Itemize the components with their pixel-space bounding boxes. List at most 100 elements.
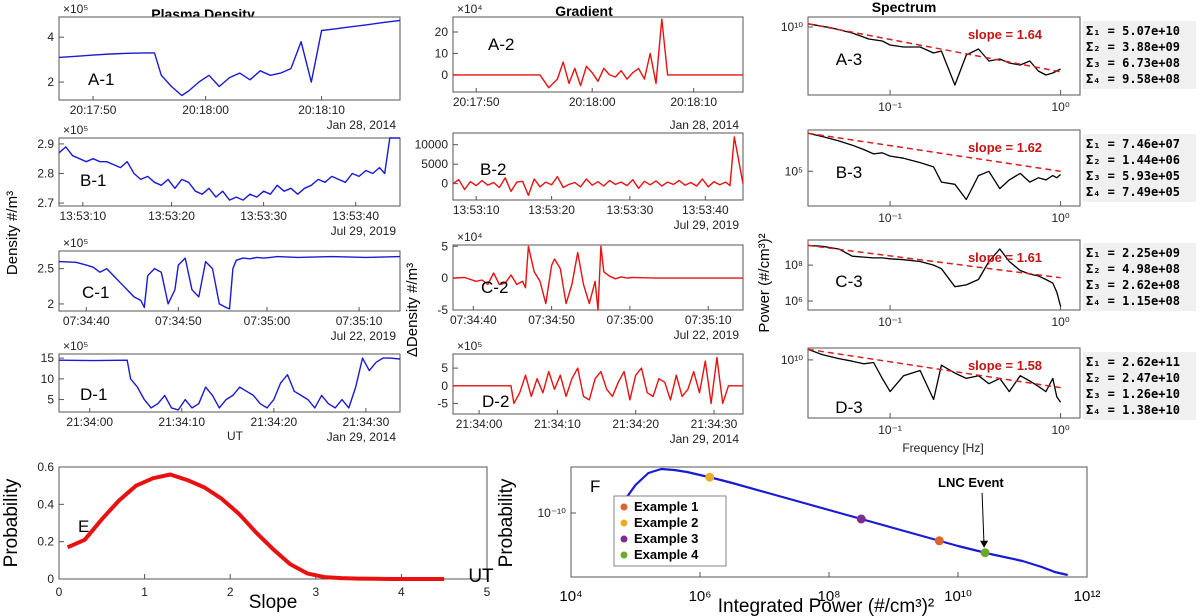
example-marker (934, 536, 944, 546)
y-tick-label: 0.4 (37, 497, 54, 511)
y-tick-label: 10000 (415, 138, 449, 152)
legend-entry: Example 3 (634, 531, 698, 546)
date-label: Jul 29, 2019 (674, 218, 740, 232)
x-tick-label: 21:34:00 (66, 415, 113, 429)
xlabel-integrated-power: Integrated Power (#/cm³)² (718, 596, 934, 616)
x-tick-label: 07:35:10 (685, 313, 732, 327)
axis-exponent: ×10⁵ (63, 123, 88, 137)
legend-swatch (620, 551, 628, 559)
x-tick-label: 10¹² (1074, 588, 1101, 605)
series-line (453, 18, 743, 89)
panel-label: D-3 (835, 398, 862, 417)
legend-entry: Example 4 (634, 547, 699, 562)
lnc-arrowhead (980, 540, 989, 548)
y-tick-label: 4 (47, 30, 54, 44)
sigma-value: Σ₁ = 5.07e+10 (1086, 24, 1180, 38)
sigma-value: Σ₁ = 2.25e+09 (1086, 246, 1180, 260)
date-label: Jan 28, 2014 (327, 118, 397, 132)
panel-label: B-1 (80, 171, 106, 190)
y-tick-label: 0 (441, 177, 448, 191)
panel-c3: 10⁶ 10⁸ 10⁻¹ 10⁰ slope = 1.61 C-3 Σ₁ = 2.25e+0… (785, 239, 1196, 329)
x-tick-label: 07:34:40 (63, 314, 110, 328)
series-line (58, 19, 401, 97)
x-tick-label: 10⁰ (1051, 100, 1069, 114)
series-line (58, 137, 400, 201)
x-tick-label: 07:35:00 (244, 314, 291, 328)
x-tick-label: 13:53:30 (240, 209, 287, 223)
y-tick-label: 20 (435, 25, 449, 39)
panel-label: D-2 (482, 392, 509, 411)
panel-label: C-3 (835, 272, 862, 291)
x-tick-label: 5 (484, 585, 491, 599)
legend-entry: Example 2 (634, 515, 698, 530)
x-tick-label: 10⁻¹ (878, 423, 902, 437)
panel-label: F (590, 477, 600, 496)
series-line (452, 245, 743, 311)
date-label: Jul 22, 2019 (331, 329, 397, 343)
power-law-fit-line (807, 132, 1061, 172)
sigma-value: Σ₄ = 1.38e+10 (1086, 403, 1180, 417)
panel-label: A-1 (88, 70, 114, 89)
y-tick-label: 0.2 (37, 535, 54, 549)
axis-exponent: ×10⁵ (457, 339, 482, 353)
x-tick-label: 13:53:30 (607, 203, 654, 217)
y-tick-label: 5 (47, 393, 54, 407)
legend-swatch (620, 503, 628, 511)
x-tick-label: 10⁰ (1051, 315, 1069, 329)
y-tick-label: 10 (41, 372, 55, 386)
panel-b3: 10⁵ 10⁻¹ 10⁰ slope = 1.62 B-3 Σ₁ = 7.46e+07 Σ₂… (785, 129, 1196, 225)
x-tick-label: 13:53:10 (453, 203, 500, 217)
y-tick-label: 0 (441, 68, 448, 82)
axis-exponent: ×10⁴ (457, 230, 483, 244)
x-tick-label: 2 (227, 585, 234, 599)
x-tick-label: 07:34:50 (155, 314, 202, 328)
x-unit-ut: UT (227, 429, 244, 443)
x-tick-label: 10⁻¹ (878, 211, 902, 225)
panel-c2: -5 0 5 07:34:40 07:34:50 07:35:00 07:35:10 ×10⁴… (437, 230, 744, 342)
lnc-event-label: LNC Event (938, 475, 1004, 490)
panel-label: C-1 (82, 283, 109, 302)
power-law-fit-line (807, 348, 1061, 389)
x-tick-label: 20:17:50 (70, 103, 117, 117)
plot-frame (807, 347, 1081, 419)
ylabel-density: Density #/m³ (4, 191, 21, 275)
example-marker (705, 472, 715, 482)
y-tick-label: 2.8 (37, 166, 54, 180)
x-tick-label: 21:34:20 (250, 415, 297, 429)
x-tick-label: 20:18:10 (298, 103, 345, 117)
panel-a2: 0 10 20 20:17:50 20:18:00 20:18:10 ×10⁴ Jan 28,… (435, 2, 744, 132)
axis-exponent: ×10⁵ (63, 236, 88, 250)
y-tick-label: 5 (441, 239, 448, 253)
panel-label: D-1 (80, 385, 107, 404)
x-tick-label: 10⁰ (1051, 211, 1069, 225)
ylabel-probability-e: Probability (1, 478, 22, 567)
panel-d3: 10¹⁰ 10⁻¹ 10⁰ slope = 1.58 D-3 Σ₁ = 2.62e+11 Σ… (781, 347, 1196, 455)
panel-label: C-2 (481, 278, 508, 297)
legend-swatch (620, 519, 628, 527)
panel-f: 10⁻¹⁰ 10⁴ 10⁶ 10⁸ 10¹⁰ 10¹² F Integrated Power … (496, 466, 1101, 616)
example-marker (980, 548, 990, 558)
x-tick-label: 20:18:10 (670, 95, 717, 109)
y-tick-label: 0 (47, 572, 54, 586)
series-line (621, 467, 1068, 577)
panel-b1: 2.7 2.8 2.9 13:53:10 13:53:20 13:53:30 13:53:4… (37, 123, 401, 238)
panel-label: B-2 (480, 160, 506, 179)
x-tick-label: 4 (398, 585, 405, 599)
sigma-value: Σ₂ = 4.98e+08 (1086, 262, 1180, 276)
y-tick-label: 15 (41, 351, 55, 365)
x-tick-label: 10⁰ (1051, 423, 1069, 437)
x-tick-label: 07:35:10 (336, 314, 383, 328)
y-tick-label: 10¹⁰ (781, 353, 803, 367)
y-tick-label: 0 (441, 271, 448, 285)
sigma-value: Σ₃ = 5.93e+05 (1086, 169, 1180, 183)
x-tick-label: 07:34:40 (450, 313, 497, 327)
sigma-value: Σ₂ = 3.88e+09 (1086, 40, 1180, 54)
sigma-value: Σ₂ = 2.47e+10 (1086, 371, 1180, 385)
x-tick-label: 13:53:10 (60, 209, 107, 223)
date-label: Jul 22, 2019 (674, 328, 740, 342)
x-tick-label: 07:34:50 (528, 313, 575, 327)
panel-c1: 2 2.5 07:34:40 07:34:50 07:35:00 07:35:10 ×10⁵… (37, 236, 401, 343)
axis-exponent: ×10⁵ (63, 339, 88, 353)
slope-label: slope = 1.62 (968, 140, 1042, 155)
